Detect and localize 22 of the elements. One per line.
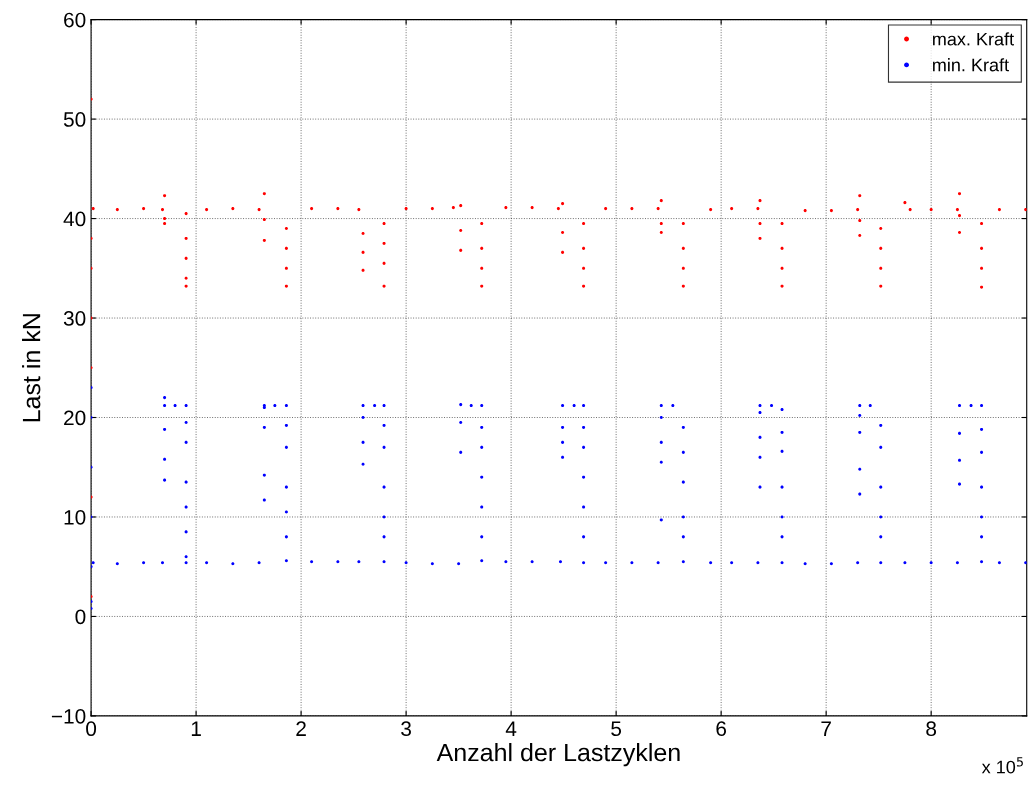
y-axis-title: Last in kN <box>22 314 41 422</box>
x-tick-label: 6 <box>716 721 727 737</box>
text: x 10$^{5}$ <box>981 757 1023 774</box>
x-tick-label: 0 <box>86 721 97 737</box>
y-tick-label: 20 <box>64 410 86 426</box>
x-tick-label: 8 <box>926 721 937 737</box>
x-axis-title: Anzahl der Lastzyklen <box>436 742 680 767</box>
x-tick-label: 1 <box>191 721 201 736</box>
x-tick-label: 4 <box>505 721 517 736</box>
x-tick-label: 2 <box>296 721 306 736</box>
y-tick-label: 30 <box>63 311 86 326</box>
y-tick-label: 40 <box>63 211 86 227</box>
y-tick-label: 0 <box>75 609 86 625</box>
y-tick-label: 60 <box>64 12 86 28</box>
x-tick-label: 7 <box>821 721 831 736</box>
x-tick-label: 3 <box>401 721 411 737</box>
y-tick-label: 10 <box>64 509 86 525</box>
legend-label: min. Kraft <box>933 58 1009 72</box>
y-tick-label: −10 <box>51 708 86 724</box>
legend-label: max. Kraft <box>933 32 1014 46</box>
y-tick-label: 50 <box>63 112 86 127</box>
x-tick-label: 5 <box>611 721 622 737</box>
